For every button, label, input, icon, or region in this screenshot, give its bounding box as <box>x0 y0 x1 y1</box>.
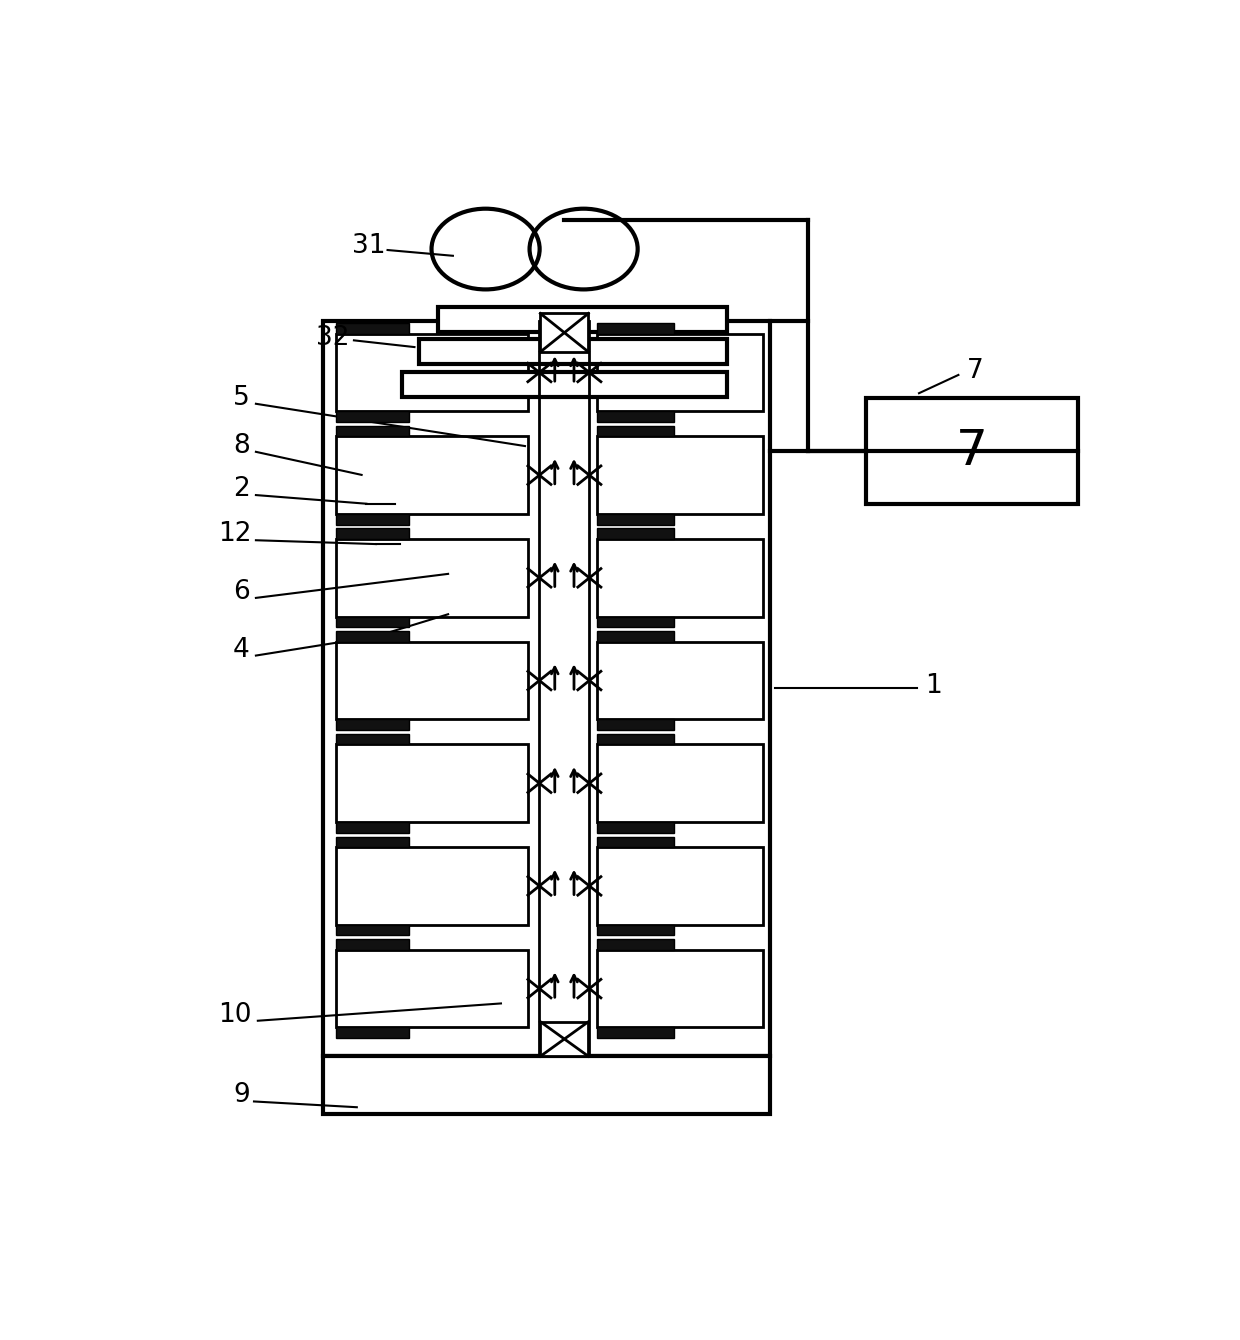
Bar <box>336 631 409 642</box>
Bar <box>596 631 673 642</box>
Bar <box>336 925 409 935</box>
Text: 5: 5 <box>233 385 250 411</box>
Bar <box>336 411 409 422</box>
Bar <box>541 314 589 352</box>
Text: 9: 9 <box>233 1081 250 1108</box>
Text: 7: 7 <box>956 427 988 474</box>
Bar <box>324 322 770 1056</box>
Bar <box>336 334 528 411</box>
Bar <box>596 745 764 821</box>
Bar <box>419 339 727 364</box>
Bar <box>596 939 673 950</box>
Bar <box>336 745 528 821</box>
Bar <box>596 515 673 524</box>
Text: 6: 6 <box>233 579 250 606</box>
Bar <box>336 323 409 334</box>
Text: 32: 32 <box>316 326 350 351</box>
Bar <box>439 307 727 332</box>
Text: 2: 2 <box>233 476 250 502</box>
Bar <box>336 950 528 1028</box>
Text: 8: 8 <box>233 433 250 460</box>
Bar <box>596 528 673 539</box>
Bar <box>336 734 409 745</box>
Bar <box>596 821 673 832</box>
Text: 31: 31 <box>352 233 386 259</box>
Bar <box>541 1021 589 1056</box>
Bar <box>596 437 764 515</box>
Bar <box>336 836 409 847</box>
Text: 4: 4 <box>233 636 250 663</box>
Bar <box>596 539 764 616</box>
Bar <box>336 939 409 950</box>
Bar <box>596 334 764 411</box>
Bar <box>596 642 764 720</box>
Bar <box>336 642 528 720</box>
Bar <box>336 616 409 627</box>
Bar <box>596 847 764 925</box>
Bar <box>596 323 673 334</box>
Bar <box>596 426 673 437</box>
Bar <box>336 437 528 515</box>
Bar <box>336 847 528 925</box>
Bar <box>336 720 409 730</box>
Bar <box>402 373 727 397</box>
Bar <box>336 528 409 539</box>
Bar <box>596 720 673 730</box>
Bar <box>596 616 673 627</box>
Text: 10: 10 <box>218 1002 252 1028</box>
Bar <box>596 836 673 847</box>
Bar <box>596 1028 673 1038</box>
Bar <box>596 411 673 422</box>
Text: 12: 12 <box>218 521 252 548</box>
Bar <box>336 539 528 616</box>
Bar <box>596 925 673 935</box>
Bar <box>336 426 409 437</box>
Text: 1: 1 <box>925 673 942 699</box>
Bar <box>336 515 409 524</box>
Bar <box>866 398 1078 504</box>
Bar <box>324 1056 770 1114</box>
Text: 7: 7 <box>967 358 985 385</box>
Bar <box>596 734 673 745</box>
Bar <box>336 1028 409 1038</box>
Bar <box>596 950 764 1028</box>
Bar <box>336 821 409 832</box>
